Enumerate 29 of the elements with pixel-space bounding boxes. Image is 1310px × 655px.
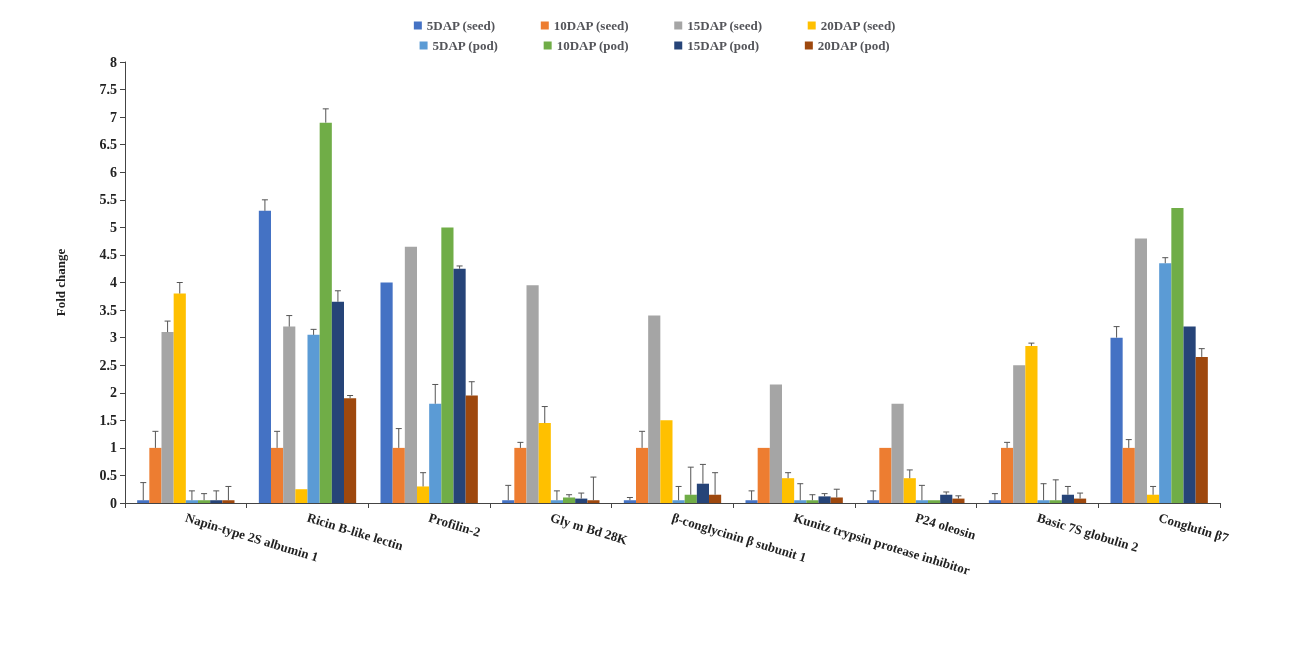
y-tick-label: 1 xyxy=(110,440,117,456)
legend-label: 20DAP (seed) xyxy=(820,18,896,33)
y-tick-label: 6 xyxy=(110,164,117,180)
y-tick-label: 0.5 xyxy=(99,467,117,483)
y-tick-label: 1.5 xyxy=(99,412,117,428)
y-tick-label: 8 xyxy=(110,54,117,70)
legend-label: 15DAP (seed) xyxy=(687,18,762,33)
legend-label: 5DAP (pod) xyxy=(432,38,498,53)
y-tick-label: 5.5 xyxy=(99,192,117,208)
y-tick-label: 0 xyxy=(110,495,117,511)
x-tick-label: Gly m Bd 28K xyxy=(548,509,630,548)
y-tick-label: 2 xyxy=(110,385,117,401)
legend-label: 10DAP (seed) xyxy=(553,18,629,33)
y-tick-label: 2.5 xyxy=(99,357,117,373)
y-tick-label: 3 xyxy=(110,330,117,346)
legend-label: 5DAP (seed) xyxy=(426,18,496,33)
y-tick-label: 3.5 xyxy=(99,302,117,318)
y-tick-label: 4.5 xyxy=(99,247,117,263)
legend-label: 15DAP (pod) xyxy=(687,38,760,53)
legend-label: 10DAP (pod) xyxy=(556,38,629,53)
y-tick-label: 7.5 xyxy=(99,82,117,98)
x-tick-label: P24 oleosin xyxy=(913,509,979,543)
y-tick-label: 4 xyxy=(110,275,117,290)
y-tick-label: 6.5 xyxy=(99,137,117,153)
y-axis-title: Fold change xyxy=(53,248,68,317)
x-tick-label: Basic 7S globulin 2 xyxy=(1035,509,1141,555)
legend-label: 20DAP (pod) xyxy=(817,38,890,53)
y-tick-label: 7 xyxy=(110,109,117,125)
y-tick-label: 5 xyxy=(110,219,117,235)
